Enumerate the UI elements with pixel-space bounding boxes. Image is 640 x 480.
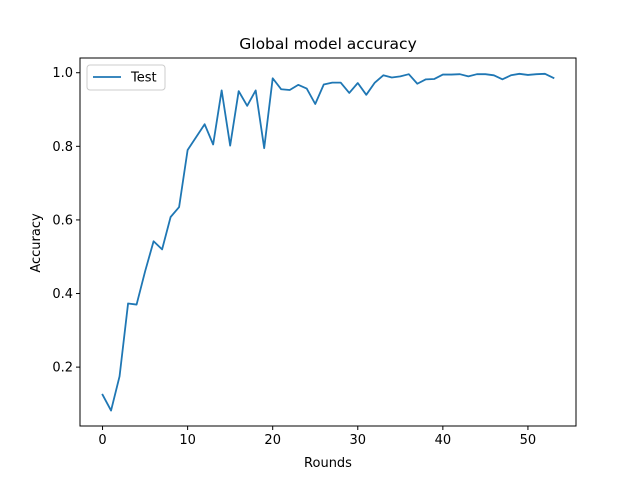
y-tick-label: 0.6	[52, 213, 73, 228]
y-tick-label: 0.4	[52, 287, 73, 302]
x-tick-label: 40	[435, 433, 452, 448]
y-tick-label: 1.0	[52, 66, 73, 81]
plot-area: 0 10 20 30 40 50 0.2 0.4 0.6 0.8 1.0 Test	[52, 57, 577, 448]
y-axis-label: Accuracy	[29, 213, 44, 273]
x-tick-label: 10	[179, 433, 196, 448]
legend: Test	[86, 64, 166, 91]
x-tick-label: 50	[520, 433, 537, 448]
y-tick-label: 0.2	[52, 361, 73, 376]
series-line-0	[101, 72, 555, 412]
x-tick-label: 20	[264, 433, 281, 448]
legend-box	[86, 64, 166, 91]
axes-frame	[79, 57, 577, 427]
x-tick-label: 0	[98, 433, 106, 448]
x-axis-label: Rounds	[304, 456, 352, 471]
legend-label: Test	[130, 71, 157, 86]
x-tick-label: 30	[350, 433, 367, 448]
y-tick-label: 0.8	[52, 140, 73, 155]
chart-title: Global model accuracy	[239, 35, 417, 53]
